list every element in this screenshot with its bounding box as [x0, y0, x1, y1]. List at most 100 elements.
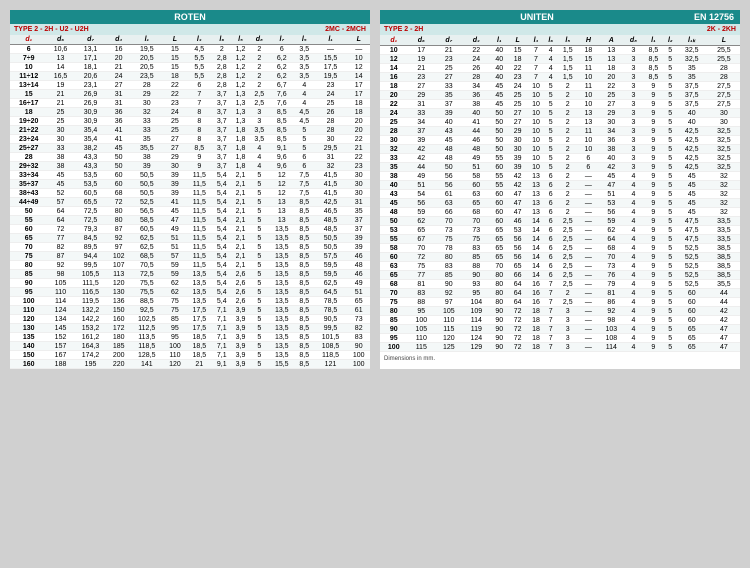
cell: 8,5 [295, 270, 314, 279]
uniten-standard: EN 12756 [694, 12, 740, 22]
cell: 39 [347, 243, 370, 252]
cell: 60 [676, 298, 708, 307]
cell: 5,4 [212, 252, 231, 261]
cell: 32 [708, 190, 740, 199]
cell: 29 [598, 109, 626, 118]
cell: 31 [107, 99, 130, 108]
cell: 2 [556, 127, 579, 136]
cell: 45 [676, 199, 708, 208]
cell: 13 [269, 198, 295, 207]
cell: 5 [665, 163, 676, 172]
cell: 18 [347, 99, 370, 108]
cell: 56,5 [130, 207, 164, 216]
cell: 45 [676, 190, 708, 199]
cell: 61 [347, 306, 370, 315]
cell: — [579, 280, 597, 289]
cell: 72 [47, 225, 73, 234]
col-header: l₆ [545, 35, 556, 46]
cell: 5 [665, 136, 676, 145]
cell: 4 [545, 73, 556, 82]
cell: 33÷34 [10, 171, 47, 180]
cell: 4 [625, 262, 642, 271]
cell: 5 [665, 154, 676, 163]
cell: 34 [408, 118, 436, 127]
cell: 30 [508, 145, 526, 154]
cell: 2,5 [250, 90, 269, 99]
cell: 7 [545, 343, 556, 352]
cell: 10 [527, 163, 545, 172]
cell: 33,5 [708, 217, 740, 226]
cell: 6 [579, 154, 597, 163]
cell: 23÷24 [10, 135, 47, 144]
table-row: 100114119,513688,57513,55,42,6513,58,578… [10, 297, 370, 306]
cell: 32 [130, 108, 164, 117]
cell: 58,5 [130, 216, 164, 225]
cell: 33,5 [708, 226, 740, 235]
cell: 13 [579, 109, 597, 118]
cell: 5 [665, 46, 676, 55]
cell: 26,9 [74, 90, 108, 99]
cell: 5 [665, 100, 676, 109]
table-row: 610,613,11619,5154,521,2263,5—— [10, 45, 370, 54]
cell: 3 [250, 117, 269, 126]
table-row: 130145153,2172112,59517,57,13,9513,58,59… [10, 324, 370, 333]
cell: 95 [164, 324, 187, 333]
cell: 5 [250, 234, 269, 243]
cell: 10 [579, 73, 597, 82]
cell: 27,5 [708, 91, 740, 100]
cell: 55 [10, 216, 47, 225]
cell: 172 [107, 324, 130, 333]
cell: 7 [545, 280, 556, 289]
cell: 97 [107, 243, 130, 252]
cell: 5,5 [186, 63, 212, 72]
cell: 60 [490, 163, 508, 172]
cell: 10 [579, 100, 597, 109]
cell: 7 [186, 99, 212, 108]
cell: 5,4 [212, 171, 231, 180]
cell: 18,5 [186, 342, 212, 351]
cell: 24 [107, 72, 130, 81]
cell: 79 [598, 280, 626, 289]
cell: 19,5 [130, 45, 164, 54]
cell: 70,5 [130, 261, 164, 270]
cell: 152 [47, 333, 73, 342]
cell: 5 [665, 118, 676, 127]
cell: 42 [708, 307, 740, 316]
cell: 7 [545, 316, 556, 325]
cell: 65 [676, 334, 708, 343]
cell: 45 [676, 208, 708, 217]
table-row: 7083929580641672—814956044 [380, 289, 740, 298]
cell: 36 [598, 136, 626, 145]
cell: 40 [435, 118, 463, 127]
cell: 10 [527, 127, 545, 136]
cell: 45 [107, 144, 130, 153]
cell: 1,2 [231, 45, 250, 54]
cell: 14 [527, 217, 545, 226]
cell: 5 [665, 343, 676, 352]
cell: 25,5 [708, 55, 740, 64]
cell: 80 [107, 207, 130, 216]
cell: 13 [527, 199, 545, 208]
cell: 16 [527, 280, 545, 289]
cell: 30 [347, 180, 370, 189]
cell: 41 [164, 198, 187, 207]
cell: 60 [490, 217, 508, 226]
cell: 47 [508, 199, 526, 208]
cell: 9 [642, 91, 665, 100]
cell: 11,5 [186, 198, 212, 207]
cell: 7 [545, 289, 556, 298]
cell: 32 [708, 181, 740, 190]
cell: 150 [10, 351, 47, 360]
cell: 5 [665, 271, 676, 280]
cell: 20 [380, 91, 408, 100]
cell: 2 [556, 109, 579, 118]
cell: 2 [556, 100, 579, 109]
cell: 3 [625, 127, 642, 136]
cell: 2 [556, 118, 579, 127]
cell: 64 [508, 280, 526, 289]
cell: 45 [380, 199, 408, 208]
cell: 11,5 [186, 261, 212, 270]
table-row: 556472,58058,54711,55,42,15138,548,537 [10, 216, 370, 225]
cell: 40 [490, 64, 508, 73]
table-row: 2837434450291052113439542,532,5 [380, 127, 740, 136]
